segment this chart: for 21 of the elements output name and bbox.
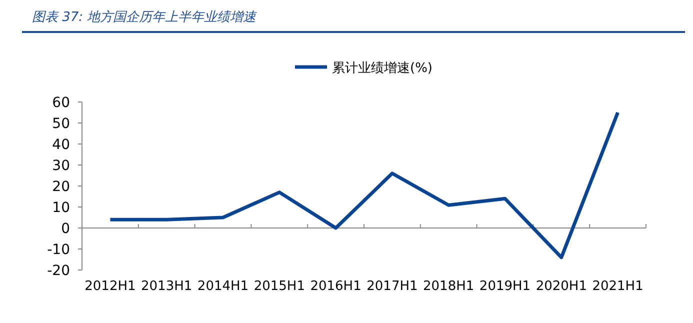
x-tick-label: 2016H1 bbox=[310, 279, 362, 294]
x-tick-label: 2019H1 bbox=[479, 279, 531, 294]
legend-label: 累计业绩增速(%) bbox=[332, 61, 432, 76]
x-tick-label: 2017H1 bbox=[366, 279, 418, 294]
title: 图表 37: 地方国企历年上半年业绩增速 bbox=[32, 10, 256, 25]
y-tick-label: 20 bbox=[52, 179, 70, 195]
y-tick-label: 30 bbox=[52, 158, 70, 174]
x-tick-label: 2012H1 bbox=[84, 279, 136, 294]
y-tick-label: 40 bbox=[52, 137, 70, 153]
x-tick-label: 2020H1 bbox=[536, 279, 587, 294]
x-tick-label: 2021H1 bbox=[592, 279, 644, 294]
x-tick-label: 2014H1 bbox=[197, 279, 249, 294]
y-tick-label: 60 bbox=[52, 95, 70, 111]
x-tick-label: 2013H1 bbox=[141, 279, 192, 294]
y-tick-label: -20 bbox=[47, 263, 70, 279]
y-tick-label: 10 bbox=[52, 200, 70, 216]
y-tick-label: -10 bbox=[47, 242, 70, 258]
y-tick-label: 0 bbox=[61, 221, 70, 237]
x-tick-label: 2018H1 bbox=[423, 279, 474, 294]
x-tick-label: 2015H1 bbox=[254, 279, 305, 294]
y-tick-label: 50 bbox=[52, 116, 70, 132]
